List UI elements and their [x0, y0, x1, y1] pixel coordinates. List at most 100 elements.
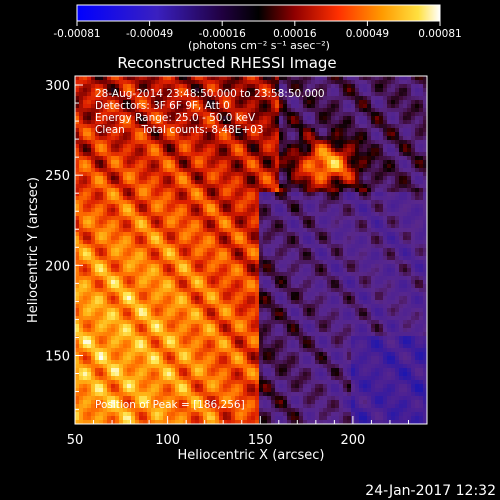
heatmap-cell	[235, 88, 240, 93]
heatmap-cell	[135, 104, 140, 109]
heatmap-cell	[159, 164, 164, 169]
heatmap-cell	[331, 156, 336, 161]
heatmap-cell	[223, 292, 228, 297]
heatmap-cell	[359, 160, 364, 165]
heatmap-cell	[211, 252, 216, 257]
heatmap-cell	[339, 184, 344, 189]
heatmap-cell	[419, 156, 424, 161]
heatmap-cell	[375, 128, 380, 133]
heatmap-cell	[203, 140, 208, 145]
heatmap-cell	[239, 244, 244, 249]
heatmap-cell	[227, 100, 232, 105]
heatmap-cell	[215, 84, 220, 89]
heatmap-cell	[263, 180, 268, 185]
heatmap-cell	[275, 160, 280, 165]
heatmap-cell	[387, 284, 392, 289]
heatmap-cell	[191, 132, 196, 137]
heatmap-cell	[175, 296, 180, 301]
heatmap-cell	[227, 264, 232, 269]
heatmap-cell	[359, 236, 364, 241]
heatmap-cell	[407, 80, 412, 85]
heatmap-cell	[319, 124, 324, 129]
heatmap-cell	[95, 112, 100, 117]
heatmap-cell	[247, 204, 252, 209]
heatmap-cell	[299, 128, 304, 133]
heatmap-cell	[195, 108, 200, 113]
heatmap-cell	[367, 196, 372, 201]
heatmap-cell	[407, 188, 412, 193]
heatmap-cell	[331, 144, 336, 149]
heatmap-cell	[155, 196, 160, 201]
heatmap-cell	[155, 76, 160, 81]
heatmap-cell	[339, 116, 344, 121]
heatmap-cell	[187, 288, 192, 293]
heatmap-cell	[371, 108, 376, 113]
heatmap-cell	[411, 96, 416, 101]
heatmap-cell	[343, 136, 348, 141]
heatmap-cell	[295, 272, 300, 277]
heatmap-cell	[387, 136, 392, 141]
heatmap-cell	[291, 288, 296, 293]
heatmap-cell	[119, 120, 124, 125]
heatmap-cell	[115, 148, 120, 153]
heatmap-cell	[123, 272, 128, 277]
heatmap-cell	[95, 240, 100, 245]
colorbar-ticks: -0.00081 -0.00049 -0.00016 0.00016 0.00049 0.…	[53, 21, 462, 40]
heatmap-cell	[355, 168, 360, 173]
heatmap-cell	[335, 112, 340, 117]
heatmap-cell	[231, 232, 236, 237]
heatmap-cell	[139, 212, 144, 217]
heatmap-cell	[131, 200, 136, 205]
heatmap-cell	[263, 116, 268, 121]
heatmap-cell	[95, 96, 100, 101]
heatmap-cell	[407, 192, 412, 197]
heatmap-cell	[227, 140, 232, 145]
heatmap-cell	[271, 260, 276, 265]
heatmap-cell	[423, 76, 428, 81]
heatmap-cell	[255, 300, 260, 305]
heatmap-cell	[103, 208, 108, 213]
heatmap-cell	[371, 220, 376, 225]
heatmap-cell	[227, 156, 232, 161]
heatmap-cell	[375, 260, 380, 265]
heatmap-cell	[107, 132, 112, 137]
heatmap-cell	[335, 184, 340, 189]
heatmap-cell	[139, 160, 144, 165]
heatmap-cell	[83, 244, 88, 249]
heatmap-cell	[275, 280, 280, 285]
heatmap-cell	[391, 176, 396, 181]
heatmap-cell	[171, 188, 176, 193]
heatmap-cell	[195, 148, 200, 153]
heatmap-cell	[407, 96, 412, 101]
heatmap-cell	[87, 284, 92, 289]
heatmap-cell	[263, 164, 268, 169]
heatmap-cell	[95, 252, 100, 257]
heatmap-cell	[203, 292, 208, 297]
heatmap-cell	[215, 240, 220, 245]
heatmap-cell	[155, 116, 160, 121]
heatmap-cell	[143, 120, 148, 125]
heatmap-cell	[79, 144, 84, 149]
heatmap-cell	[379, 204, 384, 209]
heatmap-cell	[355, 176, 360, 181]
heatmap-cell	[187, 136, 192, 141]
heatmap-cell	[287, 136, 292, 141]
heatmap-cell	[147, 108, 152, 113]
heatmap-cell	[223, 260, 228, 265]
heatmap-cell	[179, 132, 184, 137]
heatmap-cell	[187, 148, 192, 153]
heatmap-cell	[147, 244, 152, 249]
heatmap-cell	[239, 248, 244, 253]
heatmap-cell	[155, 216, 160, 221]
heatmap-cell	[399, 96, 404, 101]
heatmap-cell	[379, 104, 384, 109]
heatmap-cell	[155, 248, 160, 253]
heatmap-cell	[183, 108, 188, 113]
heatmap-cell	[239, 276, 244, 281]
heatmap-cell	[399, 144, 404, 149]
heatmap-cell	[107, 208, 112, 213]
heatmap-cell	[139, 208, 144, 213]
heatmap-cell	[219, 260, 224, 265]
heatmap-cell	[187, 184, 192, 189]
heatmap-cell	[107, 224, 112, 229]
